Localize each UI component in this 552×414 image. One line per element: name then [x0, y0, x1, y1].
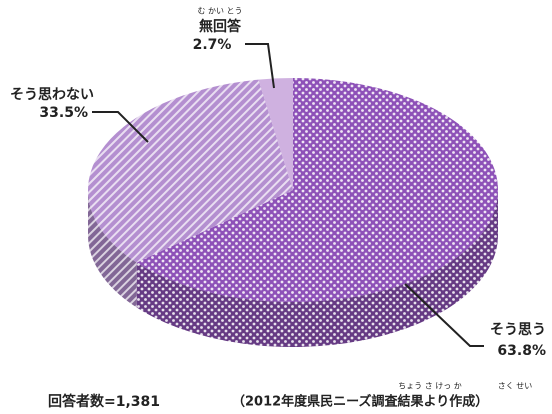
leader-line	[404, 283, 484, 347]
source: （2012年度県民ニーズ調査結果より作成）	[232, 394, 488, 410]
value-label: 33.5%	[39, 105, 88, 121]
slice	[136, 78, 498, 302]
respondents: 回答者数=1,381	[48, 393, 160, 410]
furigana: さく せい	[498, 382, 533, 391]
leader-line	[245, 43, 275, 89]
furigana: む かい とう	[197, 7, 242, 16]
slice-label: 無回答	[199, 18, 242, 35]
slice-label: そう思わない	[10, 87, 94, 103]
slice	[87, 79, 293, 263]
slice-label: そう思う	[490, 322, 546, 338]
furigana: ちょう さ けっ か	[398, 382, 462, 391]
leader-line	[92, 111, 149, 143]
value-label: 63.8%	[497, 343, 546, 359]
value-label: 2.7%	[193, 37, 232, 53]
slice	[258, 78, 293, 190]
slice-side	[88, 190, 137, 308]
pie	[87, 78, 498, 348]
slice-side	[136, 190, 498, 348]
